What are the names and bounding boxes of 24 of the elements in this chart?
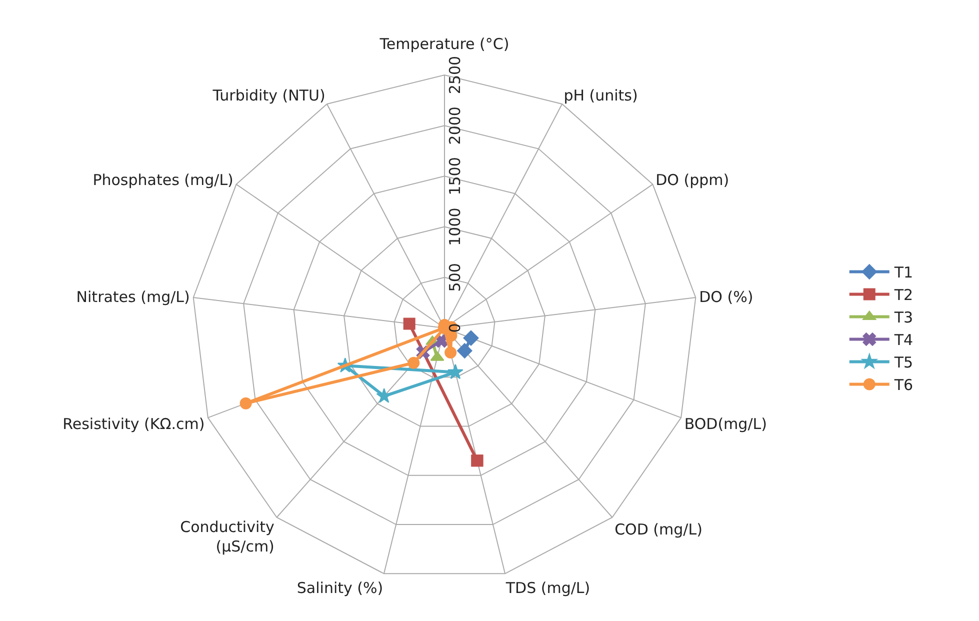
y-tick-label: 2500 (446, 56, 464, 94)
legend-label: T4 (893, 331, 914, 350)
spoke-label: DO (ppm) (656, 170, 730, 189)
legend-label: T3 (893, 308, 914, 327)
y-tick-label: 1000 (446, 208, 464, 246)
y-tick-label: 1500 (446, 157, 464, 196)
spoke-label: Temperature (°C) (378, 35, 510, 53)
spoke-label: Nitrates (mg/L) (76, 288, 190, 306)
spoke-label: BOD(mg/L) (684, 415, 767, 434)
legend-label: T6 (893, 376, 914, 394)
legend-label: T1 (893, 264, 914, 282)
spoke-label: Phosphates (mg/L) (92, 170, 234, 189)
spoke-label: pH (units) (564, 86, 638, 105)
legend-label: T5 (893, 354, 914, 372)
legend-label: T2 (893, 286, 914, 304)
y-tick-label: 2000 (446, 106, 464, 145)
spoke-label: COD (mg/L) (614, 520, 702, 539)
spoke-label: Conductivity (µS/cm) (180, 518, 275, 556)
spoke-label: TDS (mg/L) (504, 578, 590, 597)
spoke-label: Resistivity (KΩ.cm) (62, 415, 205, 434)
spoke-label: Salinity (%) (296, 578, 384, 597)
spoke-label: DO (%) (699, 288, 754, 306)
y-tick-label: 500 (446, 263, 464, 292)
spoke-label: Turbidity (NTU) (212, 86, 326, 105)
